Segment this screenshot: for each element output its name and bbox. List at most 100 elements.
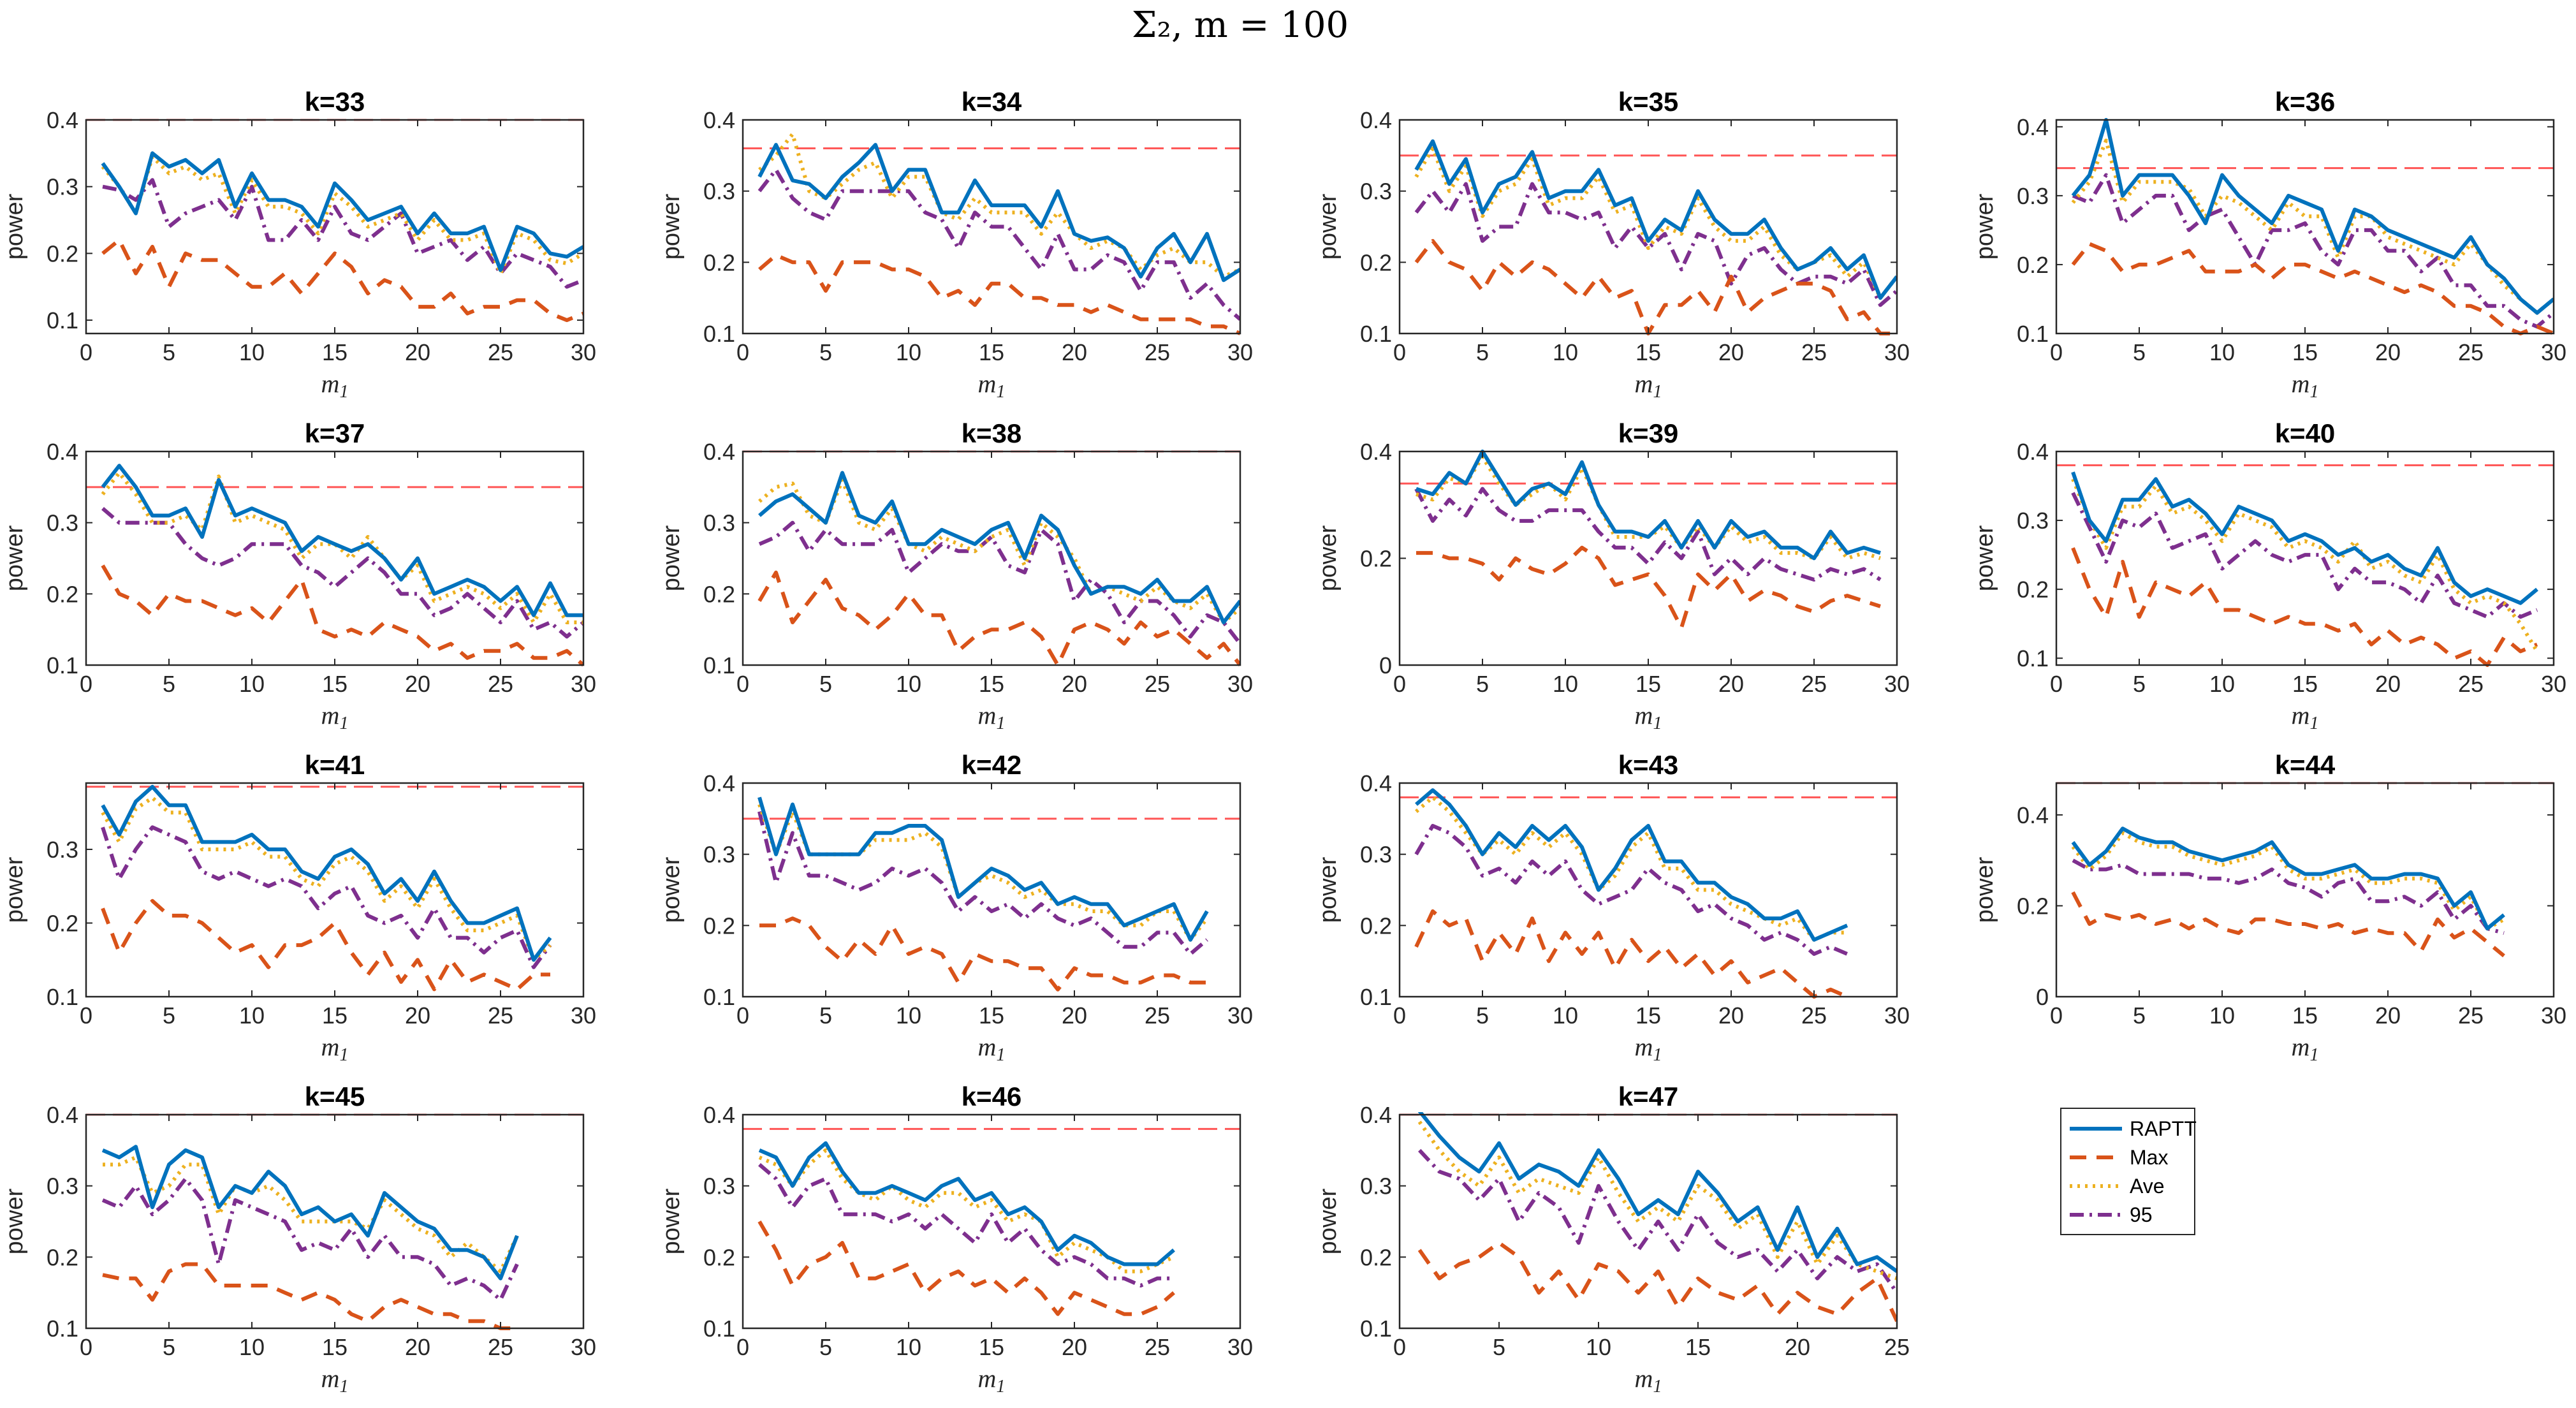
y-tick-label: 0.2 [703,913,735,939]
subplot-k-39: 0 5 10 15 20 25 30 0 0.2 0.4 k=39 power m1 [1315,418,1910,733]
x-axis-label: m1 [1635,1364,1662,1397]
subplot-title: k=43 [1618,750,1679,780]
y-tick-label: 0.4 [2017,802,2049,828]
x-tick-label: 0 [736,671,749,697]
y-tick-label: 0.4 [1360,439,1392,465]
y-axis-label: power [1315,1188,1342,1254]
series-line-95 [102,178,583,289]
y-tick-label: 0.4 [1360,107,1392,133]
x-tick-label: 5 [2133,339,2146,365]
x-tick-label: 5 [819,671,832,697]
x-tick-label: 5 [163,1002,175,1029]
x-tick-label: 10 [239,1334,265,1360]
series-line-95 [758,520,1240,645]
x-axis-label: m1 [1635,369,1662,402]
y-tick-label: 0.1 [1360,1316,1392,1342]
y-tick-label: 0.4 [703,1102,735,1128]
y-tick-label: 0.1 [47,984,78,1010]
axes-box [1398,1113,1898,1330]
x-tick-label: 0 [1393,339,1406,365]
x-axis-label: m1 [2292,369,2319,402]
x-tick-label: 20 [1718,1002,1744,1029]
x-axis-label: m1 [1635,701,1662,733]
y-tick-label: 0.3 [47,1173,78,1199]
y-tick-label: 0.1 [2017,645,2049,671]
y-tick-label: 0.2 [2017,252,2049,278]
x-tick-label: 30 [571,671,596,697]
x-tick-label: 25 [488,671,513,697]
subplot-title: k=46 [962,1082,1022,1111]
x-tick-label: 20 [2375,671,2401,697]
x-axis-label: m1 [978,1032,1006,1065]
subplot-title: k=40 [2275,418,2336,448]
plot-area [743,1115,1240,1328]
subplot-k-35: 0 5 10 15 20 25 30 0.1 0.2 0.3 0.4 k=35 power m1 [1315,87,1910,402]
series-line-ave [101,154,583,275]
x-tick-label: 30 [1227,1334,1253,1360]
subplot-k-37: 0 5 10 15 20 25 30 0.1 0.2 0.3 0.4 k=37 power m1 [1,418,596,733]
y-tick-label: 0.4 [703,439,735,465]
y-tick-label: 0.3 [1360,1173,1392,1199]
x-tick-label: 5 [819,339,832,365]
series-line-95 [1414,487,1882,582]
y-tick-label: 0.2 [703,1244,735,1270]
subplot-title: k=35 [1618,87,1679,117]
y-tick-label: 0.1 [1360,984,1392,1010]
x-axis-label: m1 [321,701,349,733]
x-tick-label: 20 [405,1334,430,1360]
y-axis-label: power [1315,193,1342,260]
series-line-raptt [758,471,1240,624]
y-tick-label: 0.2 [47,240,78,267]
x-tick-label: 30 [1884,1002,1910,1029]
subplot-k-34: 0 5 10 15 20 25 30 0.1 0.2 0.3 0.4 k=34 power m1 [658,87,1253,402]
x-tick-label: 15 [979,1002,1004,1029]
series-line-95 [101,825,552,969]
y-tick-label: 0.3 [47,837,78,863]
y-tick-label: 0.1 [703,321,735,347]
subplot-title: k=41 [305,750,365,780]
x-tick-label: 5 [163,671,175,697]
x-axis-label: m1 [321,369,349,402]
x-tick-label: 0 [80,1334,92,1360]
x-tick-label: 25 [1145,1334,1170,1360]
series-line-raptt [101,151,583,272]
x-tick-label: 0 [80,1002,92,1029]
y-axis-label: power [1,1188,28,1254]
x-tick-label: 10 [1553,339,1578,365]
y-tick-label: 0.1 [1360,321,1392,347]
y-axis-label: power [1,856,28,923]
subplot-k-41: 0 5 10 15 20 25 30 0.1 0.2 0.3 k=41 power m1 [1,750,596,1065]
x-tick-label: 30 [1227,671,1253,697]
x-axis-label: m1 [978,701,1006,733]
x-tick-label: 10 [896,339,921,365]
y-tick-label: 0.3 [703,179,735,205]
subplot-k-44: 0 5 10 15 20 25 30 0 0.2 0.4 k=44 power m1 [1972,750,2566,1065]
y-tick-label: 0.3 [703,510,735,536]
x-tick-label: 30 [571,1002,596,1029]
series-line-95 [758,1162,1174,1287]
x-tick-label: 10 [896,671,921,697]
subplot-title: k=36 [2275,87,2336,117]
series-line-max [758,253,1240,335]
y-tick-label: 0 [2036,984,2049,1010]
x-tick-label: 10 [1553,1002,1578,1029]
y-tick-label: 0.4 [47,1102,78,1128]
y-axis-label: power [1,193,28,260]
x-tick-label: 15 [1636,339,1661,365]
subplot-title: k=39 [1618,418,1679,448]
x-tick-label: 20 [1785,1334,1810,1360]
y-tick-label: 0.3 [1360,179,1392,205]
x-tick-label: 5 [1476,671,1489,697]
x-tick-label: 25 [488,339,513,365]
x-axis-label: m1 [321,1364,349,1397]
x-tick-label: 0 [736,1334,749,1360]
series-line-max [757,570,1240,667]
x-tick-label: 0 [1393,1334,1406,1360]
x-tick-label: 20 [1718,671,1744,697]
subplot-title: k=38 [962,418,1022,448]
y-tick-label: 0.2 [703,581,735,607]
subplot-k-46: 0 5 10 15 20 25 30 0.1 0.2 0.3 0.4 k=46 power m1 [658,1082,1253,1397]
legend-label: 95 [2130,1203,2153,1226]
x-tick-label: 15 [1636,671,1661,697]
